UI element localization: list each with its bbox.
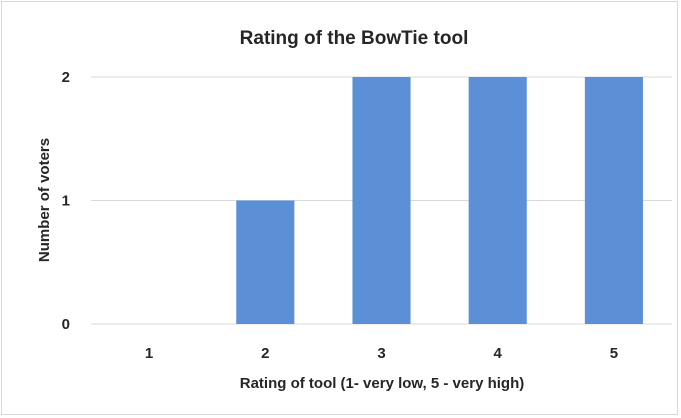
bar <box>352 77 411 324</box>
x-tick-label: 2 <box>261 345 269 362</box>
bar <box>236 200 295 324</box>
x-tick-label: 4 <box>494 345 503 362</box>
bar <box>468 77 527 324</box>
y-tick-label: 2 <box>62 69 70 86</box>
bar <box>584 77 643 324</box>
x-tick-label: 3 <box>377 345 385 362</box>
bars <box>236 77 643 324</box>
x-tick-labels: 1 2 3 4 5 <box>145 345 618 362</box>
x-tick-label: 1 <box>145 345 153 362</box>
y-tick-label: 0 <box>62 316 70 333</box>
x-axis-label: Rating of tool (1- very low, 5 - very hi… <box>240 375 524 392</box>
y-tick-labels: 0 1 2 <box>62 69 70 333</box>
x-tick-label: 5 <box>610 345 618 362</box>
y-axis-label: Number of voters <box>36 138 53 262</box>
chart-title: Rating of the BowTie tool <box>240 28 469 49</box>
y-tick-label: 1 <box>62 193 70 210</box>
